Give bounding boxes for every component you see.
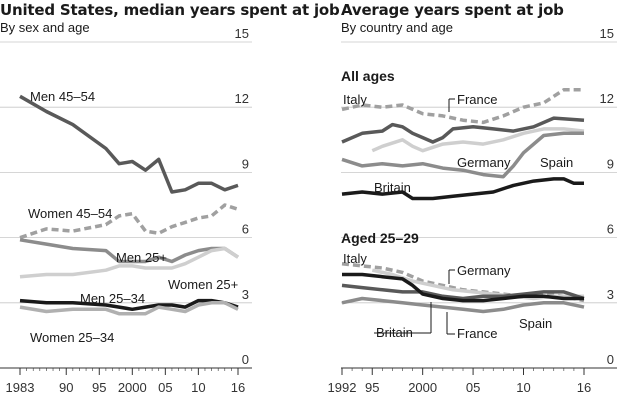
right-series-all-ages-spain (341, 131, 584, 179)
left-series-men-25plus (19, 238, 239, 264)
left-series-label-women-25plus: Women 25+ (168, 277, 238, 292)
right-series-label-all-ages-spain: Spain (540, 155, 573, 170)
right-series-all-ages-germany (371, 127, 585, 153)
right-ytick-label: 9 (607, 156, 614, 171)
left-chart-title: United States, median years spent at job (0, 1, 340, 19)
left-ytick-label: 0 (242, 352, 249, 367)
right-series-label-all-ages-italy: Italy (343, 92, 367, 107)
left-series-label-men-45-54: Men 45–54 (30, 89, 95, 104)
left-ytick-label: 15 (235, 26, 249, 41)
right-series-label-aged-25-29-italy: Italy (343, 251, 367, 266)
right-series-aged-25-29-spain (341, 296, 585, 314)
right-xtick-label: 2000 (408, 380, 437, 395)
left-ytick-label: 6 (242, 222, 249, 237)
left-ytick-label: 9 (242, 156, 249, 171)
left-ytick-label: 3 (242, 287, 249, 302)
right-xtick-label: 95 (365, 380, 379, 395)
right-panel-heading-all-ages: All ages (341, 68, 395, 84)
right-series-label-aged-25-29-germany: Germany (457, 263, 511, 278)
right-xtick-label: 10 (516, 380, 530, 395)
right-series-all-ages-france (341, 116, 585, 144)
right-panel-heading-aged-25-29: Aged 25–29 (341, 230, 419, 246)
left-chart-subtitle: By sex and age (0, 20, 90, 35)
right-series-label-aged-25-29-britain: Britain (376, 325, 413, 340)
right-ytick-label: 12 (600, 91, 614, 106)
right-xtick-label: 1992 (328, 380, 357, 395)
left-xtick-label: 05 (158, 380, 172, 395)
right-series-label-aged-25-29-spain: Spain (519, 316, 552, 331)
right-series-label-aged-25-29-france: France (457, 326, 497, 341)
right-series-label-all-ages-france: France (457, 92, 497, 107)
right-chart-title: Average years spent at job (341, 1, 564, 19)
left-series-label-men-25-34: Men 25–34 (80, 291, 145, 306)
right-series-all-ages-britain (341, 177, 584, 201)
left-xtick-label: 90 (59, 380, 73, 395)
left-series-men-25-34 (19, 298, 239, 312)
left-series-men-45-54 (19, 94, 239, 194)
right-series-aged-25-29-britain (342, 272, 584, 303)
right-chart-subtitle: By country and age (341, 20, 454, 35)
left-series-label-women-25-34: Women 25–34 (30, 330, 114, 345)
left-series-women-25plus (19, 246, 239, 279)
left-xtick-label: 2000 (118, 380, 147, 395)
right-series-label-all-ages-britain: Britain (374, 180, 411, 195)
right-series-label-all-ages-germany: Germany (457, 155, 511, 170)
right-ytick-label: 0 (607, 352, 614, 367)
left-xtick-label: 10 (191, 380, 205, 395)
left-xtick-label: 95 (92, 380, 106, 395)
left-xtick-label: 1983 (6, 380, 35, 395)
right-xtick-label: 16 (577, 380, 591, 395)
left-xtick-label: 16 (231, 380, 245, 395)
right-series-all-ages-italy (341, 88, 584, 125)
left-ytick-label: 12 (235, 91, 249, 106)
left-series-label-men-25plus: Men 25+ (116, 250, 167, 265)
left-series-women-25-34 (19, 301, 239, 316)
right-ytick-label: 3 (607, 287, 614, 302)
left-series-women-45-54 (19, 203, 239, 240)
right-series-aged-25-29-france (341, 283, 585, 301)
right-ytick-label: 6 (607, 222, 614, 237)
left-series-label-women-45-54: Women 45–54 (28, 206, 112, 221)
right-xtick-label: 05 (466, 380, 480, 395)
right-ytick-label: 15 (600, 26, 614, 41)
